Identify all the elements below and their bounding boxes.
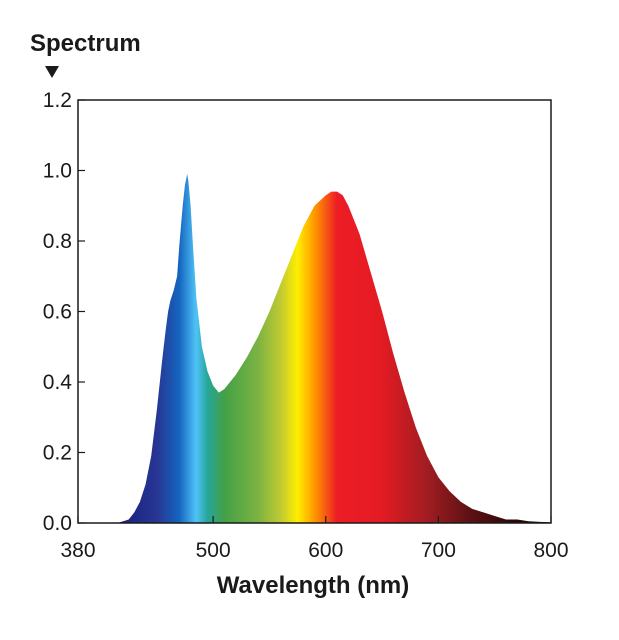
y-tick-label: 1.2: [43, 89, 72, 112]
y-tick-label: 1.0: [43, 160, 72, 183]
y-axis-ticks: 0.0 0.2 0.4 0.6 0.8 1.0 1.2: [43, 89, 85, 535]
spectrum-area: [117, 174, 552, 523]
x-tick-label: 700: [421, 539, 456, 562]
y-tick-label: 0.0: [43, 512, 72, 535]
x-axis-label: Wavelength (nm): [217, 572, 409, 599]
x-tick-label: 500: [196, 539, 231, 562]
y-axis-arrow-icon: [45, 66, 59, 78]
x-tick-label: 600: [308, 539, 343, 562]
x-tick-label: 380: [60, 539, 95, 562]
y-tick-label: 0.6: [43, 301, 72, 324]
y-tick-label: 0.4: [43, 371, 73, 394]
y-axis-label: Spectrum: [30, 30, 141, 57]
x-tick-label: 800: [533, 539, 568, 562]
x-axis-ticks: 380 500 600 700 800: [60, 516, 569, 562]
y-tick-label: 0.2: [43, 442, 72, 465]
y-tick-label: 0.8: [43, 230, 72, 253]
